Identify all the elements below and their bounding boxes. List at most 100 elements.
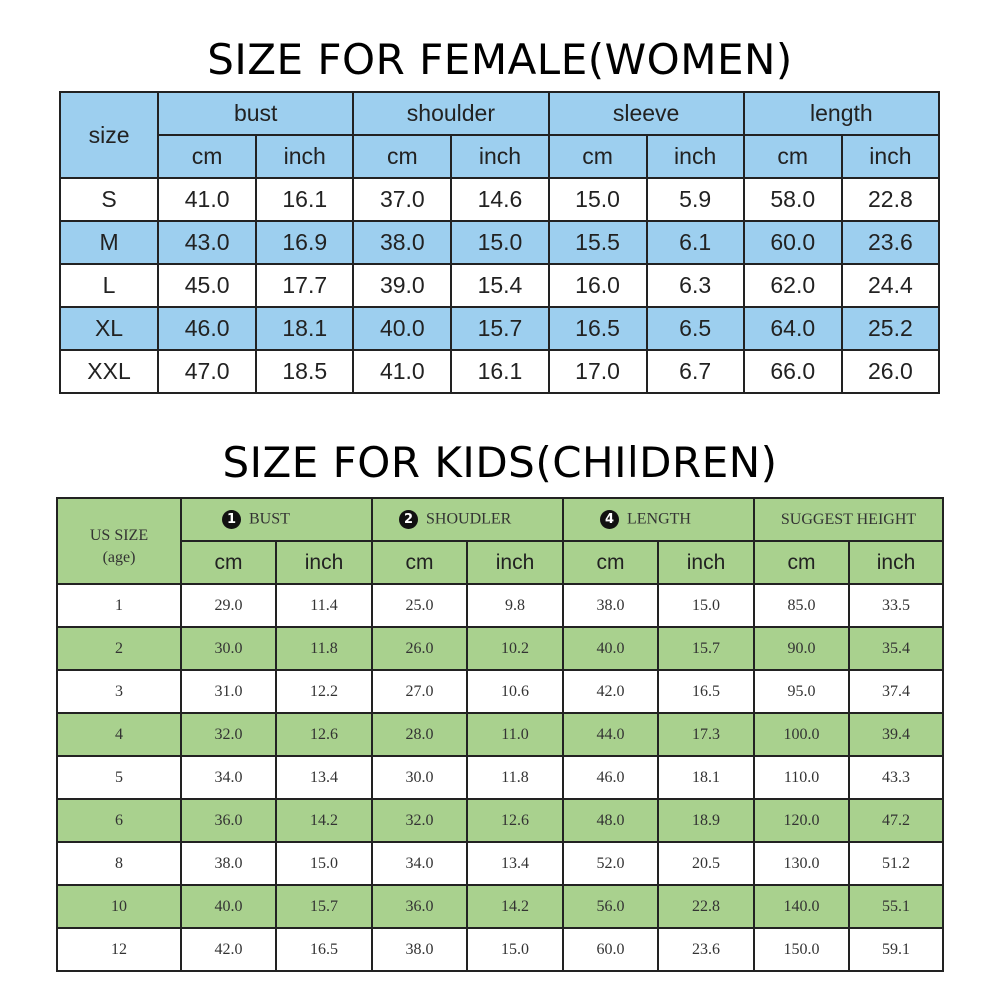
kids-table-body: 1 29.0 11.4 25.0 9.8 38.0 15.0 85.0 33.5 2 30.0 11.… [56,583,945,972]
value-cell: 56.0 [562,884,659,929]
size-cell: 4 [56,712,182,757]
value-cell: 55.1 [848,884,945,929]
value-cell: 11.8 [275,626,373,671]
value-cell: 22.8 [656,884,756,929]
value-cell: 14.6 [450,177,550,222]
value-cell: 30.0 [371,755,468,800]
value-cell: 32.0 [180,712,277,757]
table-row: 3 31.0 12.2 27.0 10.6 42.0 16.5 95.0 37.4 [56,669,945,714]
kids-size-title: SIZE FOR KIDS(CHIlDREN) [222,438,778,487]
value-cell: 38.0 [562,583,659,628]
value-cell: 31.0 [180,669,277,714]
value-cell: 46.0 [562,755,659,800]
women-table-body: S 41.0 16.1 37.0 14.6 15.0 5.9 58.0 22.8 M 43.0 16.… [58,177,941,394]
table-row: L 45.0 17.7 39.0 15.4 16.0 6.3 62.0 24.4 [58,263,941,308]
value-cell: 24.4 [840,263,941,308]
value-cell: 18.1 [656,755,756,800]
value-cell: 130.0 [753,841,851,886]
bust-label: BUST [249,510,290,528]
value-cell: 40.0 [352,306,453,351]
value-cell: 15.7 [450,306,550,351]
number-2-icon: 2 [399,510,418,529]
value-cell: 16.5 [547,306,648,351]
value-cell: 90.0 [753,626,851,671]
value-cell: 64.0 [742,306,843,351]
value-cell: 29.0 [180,583,277,628]
value-cell: 59.1 [848,927,945,972]
value-cell: 16.0 [547,263,648,308]
value-cell: 18.9 [656,798,756,843]
value-cell: 66.0 [742,349,843,394]
value-cell: 6.7 [645,349,745,394]
value-cell: 15.5 [547,220,648,265]
unit-inch: inch [656,540,756,585]
value-cell: 12.6 [275,712,373,757]
value-cell: 27.0 [371,669,468,714]
table-row: XL 46.0 18.1 40.0 15.7 16.5 6.5 64.0 25.2 [58,306,941,351]
size-cell: 3 [56,669,182,714]
value-cell: 51.2 [848,841,945,886]
value-cell: 18.5 [255,349,355,394]
value-cell: 11.0 [466,712,564,757]
value-cell: 23.6 [656,927,756,972]
value-cell: 44.0 [562,712,659,757]
value-cell: 45.0 [157,263,258,308]
value-cell: 6.1 [645,220,745,265]
value-cell: 34.0 [180,755,277,800]
value-cell: 40.0 [562,626,659,671]
value-cell: 26.0 [371,626,468,671]
value-cell: 10.6 [466,669,564,714]
table-row: 1 29.0 11.4 25.0 9.8 38.0 15.0 85.0 33.5 [56,583,945,628]
unit-inch: inch [255,134,355,179]
value-cell: 38.0 [180,841,277,886]
value-cell: 60.0 [562,927,659,972]
table-row: 5 34.0 13.4 30.0 11.8 46.0 18.1 110.0 43.3 [56,755,945,800]
value-cell: 13.4 [466,841,564,886]
value-cell: 11.4 [275,583,373,628]
value-cell: 41.0 [157,177,258,222]
value-cell: 42.0 [562,669,659,714]
value-cell: 28.0 [371,712,468,757]
group-header-suggest-height: SUGGEST HEIGHT [753,497,945,542]
age-label: (age) [102,549,136,566]
group-header-sleeve: sleeve [547,91,745,136]
group-header-length: 4 LENGTH [561,497,756,542]
value-cell: 52.0 [562,841,659,886]
value-cell: 25.0 [371,583,468,628]
size-cell: M [58,220,160,265]
value-cell: 23.6 [840,220,941,265]
kids-unit-row: cm inch cm inch cm inch cm inch [57,540,945,585]
table-row: M 43.0 16.9 38.0 15.0 15.5 6.1 60.0 23.6 [58,220,941,265]
value-cell: 47.0 [157,349,258,394]
unit-cm: cm [547,134,648,179]
value-cell: 15.7 [275,884,373,929]
value-cell: 14.2 [275,798,373,843]
value-cell: 42.0 [180,927,277,972]
value-cell: 38.0 [371,927,468,972]
number-4-icon: 4 [600,510,619,529]
value-cell: 15.7 [656,626,756,671]
value-cell: 58.0 [742,177,843,222]
value-cell: 150.0 [753,927,851,972]
value-cell: 41.0 [352,349,453,394]
value-cell: 10.2 [466,626,564,671]
unit-inch: inch [466,540,564,585]
value-cell: 85.0 [753,583,851,628]
value-cell: 11.8 [466,755,564,800]
unit-cm: cm [157,134,258,179]
group-header-shoulder: shoulder [352,91,550,136]
value-cell: 16.1 [255,177,355,222]
value-cell: 13.4 [275,755,373,800]
value-cell: 43.0 [157,220,258,265]
value-cell: 16.5 [656,669,756,714]
us-size-label: US SIZE [89,527,149,544]
unit-inch: inch [275,540,373,585]
kids-header-row: US SIZE (age) 1 BUST 2 SHOUDLER 4 LENGTH SU… [56,497,945,585]
value-cell: 15.4 [450,263,550,308]
value-cell: 15.0 [450,220,550,265]
table-row: S 41.0 16.1 37.0 14.6 15.0 5.9 58.0 22.8 [58,177,941,222]
value-cell: 48.0 [562,798,659,843]
unit-cm: cm [753,540,851,585]
value-cell: 17.7 [255,263,355,308]
value-cell: 37.4 [848,669,945,714]
